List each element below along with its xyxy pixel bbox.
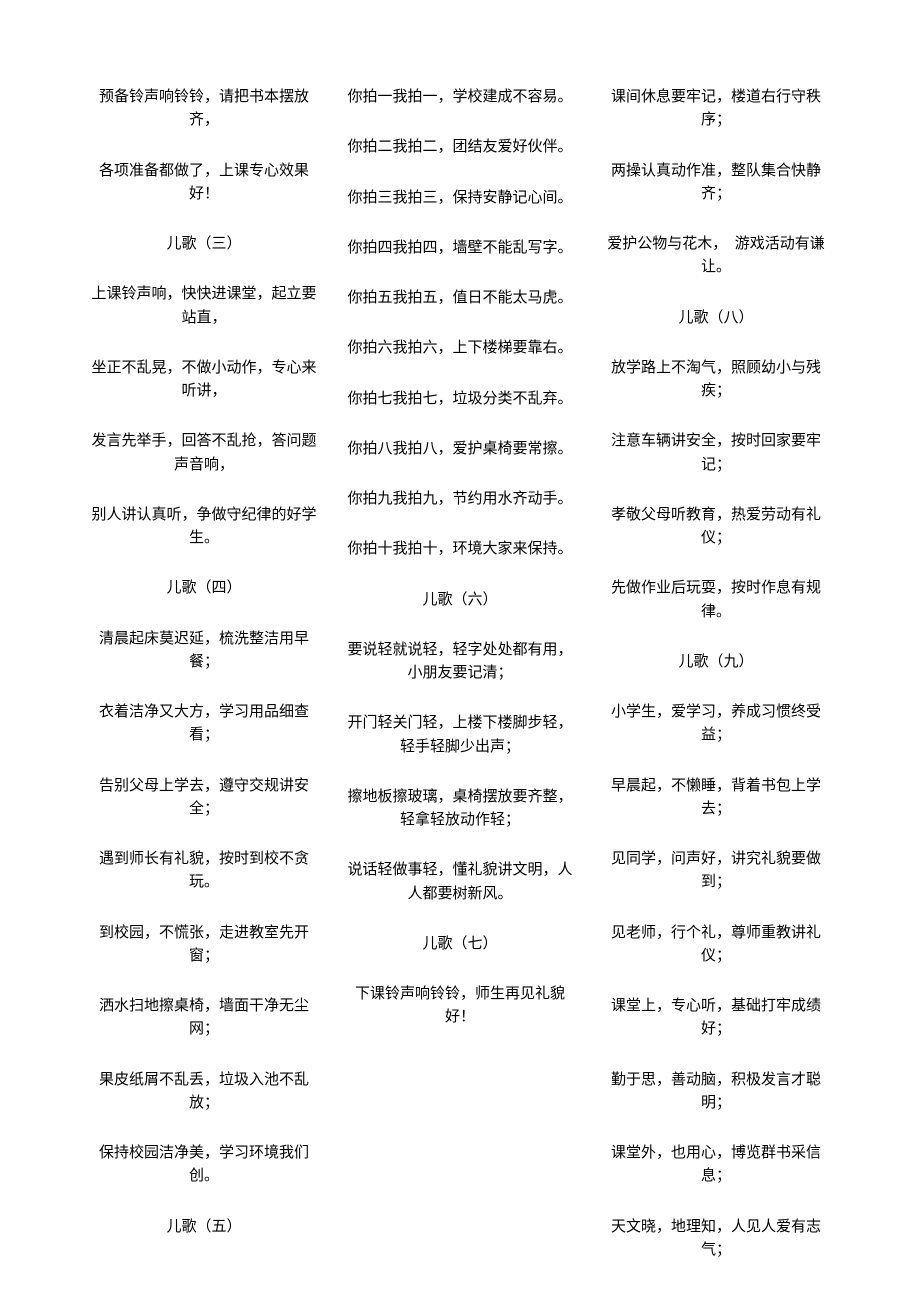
stanza-text: 说话轻做事轻，懂礼貌讲文明，人人都要树新风。 [346,859,574,906]
song-heading: 儿歌（八） [602,307,830,330]
stanza-text: 注意车辆讲安全，按时回家要牢记； [602,430,830,477]
stanza-text: 早晨起，不懒睡，背着书包上学去； [602,775,830,822]
stanza-text: 你拍二我拍二，团结友爱好伙伴。 [346,136,574,159]
song-heading: 儿歌（六） [346,589,574,612]
stanza-text: 你拍八我拍八，爱护桌椅要常擦。 [346,438,574,461]
song-heading: 儿歌（五） [90,1216,318,1239]
stanza-text: 放学路上不淘气，照顾幼小与残疾； [602,357,830,404]
stanza-text: 发言先举手，回答不乱抢，答问题声音响， [90,430,318,477]
stanza-text: 保持校园洁净美，学习环境我们创。 [90,1142,318,1189]
stanza-text: 天文晓，地理知，人见人爱有志气； [602,1216,830,1263]
stanza-text: 衣着洁净又大方，学习用品细查看； [90,701,318,748]
stanza-text: 坐正不乱晃，不做小动作，专心来听讲， [90,357,318,404]
song-heading: 儿歌（九） [602,651,830,674]
stanza-text: 小学生，爱学习，养成习惯终受益； [602,701,830,748]
stanza-text: 清晨起床莫迟延，梳洗整洁用早餐； [90,628,318,675]
stanza-text: 到校园，不慌张，走进教室先开窗； [90,922,318,969]
song-heading: 儿歌（三） [90,233,318,256]
stanza-text: 课堂外，也用心，博览群书采信息； [602,1142,830,1189]
stanza-text: 孝敬父母听教育，热爱劳动有礼仪； [602,504,830,551]
stanza-text: 你拍一我拍一，学校建成不容易。 [346,86,574,109]
stanza-text: 下课铃声响铃铃，师生再见礼貌好！ [346,983,574,1030]
stanza-text: 你拍九我拍九，节约用水齐动手。 [346,488,574,511]
column-1: 预备铃声响铃铃，请把书本摆放齐， 各项准备都做了，上课专心效果好！ 儿歌（三） 上课铃… [90,86,318,1289]
song-heading: 儿歌（七） [346,933,574,956]
stanza-text: 告别父母上学去，遵守交规讲安全； [90,775,318,822]
stanza-text: 洒水扫地擦桌椅，墙面干净无尘网； [90,995,318,1042]
stanza-text: 两操认真动作准，整队集合快静齐； [602,160,830,207]
stanza-text: 你拍七我拍七，垃圾分类不乱弃。 [346,388,574,411]
stanza-text: 课间休息要牢记，楼道右行守秩序； [602,86,830,133]
stanza-text: 你拍四我拍四，墙壁不能乱写字。 [346,237,574,260]
stanza-text: 你拍十我拍十，环境大家来保持。 [346,538,574,561]
stanza-text: 各项准备都做了，上课专心效果好！ [90,160,318,207]
stanza-text: 果皮纸屑不乱丢，垃圾入池不乱放； [90,1069,318,1116]
stanza-text: 课堂上，专心听，基础打牢成绩好； [602,995,830,1042]
stanza-text: 见老师，行个礼，尊师重教讲礼仪； [602,922,830,969]
stanza-text: 预备铃声响铃铃，请把书本摆放齐， [90,86,318,133]
stanza-text: 遇到师长有礼貌，按时到校不贪玩。 [90,848,318,895]
stanza-text: 要说轻就说轻，轻字处处都有用，小朋友要记清； [346,639,574,686]
column-3: 课间休息要牢记，楼道右行守秩序； 两操认真动作准，整队集合快静齐； 爱护公物与花木，… [602,86,830,1289]
stanza-text: 擦地板擦玻璃，桌椅摆放要齐整，轻拿轻放动作轻； [346,786,574,833]
stanza-text: 见同学，问声好，讲究礼貌要做到； [602,848,830,895]
stanza-text: 你拍六我拍六，上下楼梯要靠右。 [346,337,574,360]
stanza-text: 你拍三我拍三，保持安静记心间。 [346,187,574,210]
stanza-text: 上课铃声响，快快进课堂，起立要站直， [90,283,318,330]
stanza-text: 开门轻关门轻，上楼下楼脚步轻，轻手轻脚少出声； [346,712,574,759]
stanza-text: 爱护公物与花木， 游戏活动有谦让。 [602,233,830,280]
document-columns: 预备铃声响铃铃，请把书本摆放齐， 各项准备都做了，上课专心效果好！ 儿歌（三） 上课铃… [90,86,830,1289]
stanza-text: 你拍五我拍五，值日不能太马虎。 [346,287,574,310]
stanza-text: 别人讲认真听，争做守纪律的好学生。 [90,504,318,551]
stanza-text: 勤于思，善动脑，积极发言才聪明； [602,1069,830,1116]
stanza-text: 先做作业后玩耍，按时作息有规律。 [602,577,830,624]
song-heading: 儿歌（四） [90,577,318,600]
column-2: 你拍一我拍一，学校建成不容易。你拍二我拍二，团结友爱好伙伴。你拍三我拍三，保持安… [346,86,574,1289]
